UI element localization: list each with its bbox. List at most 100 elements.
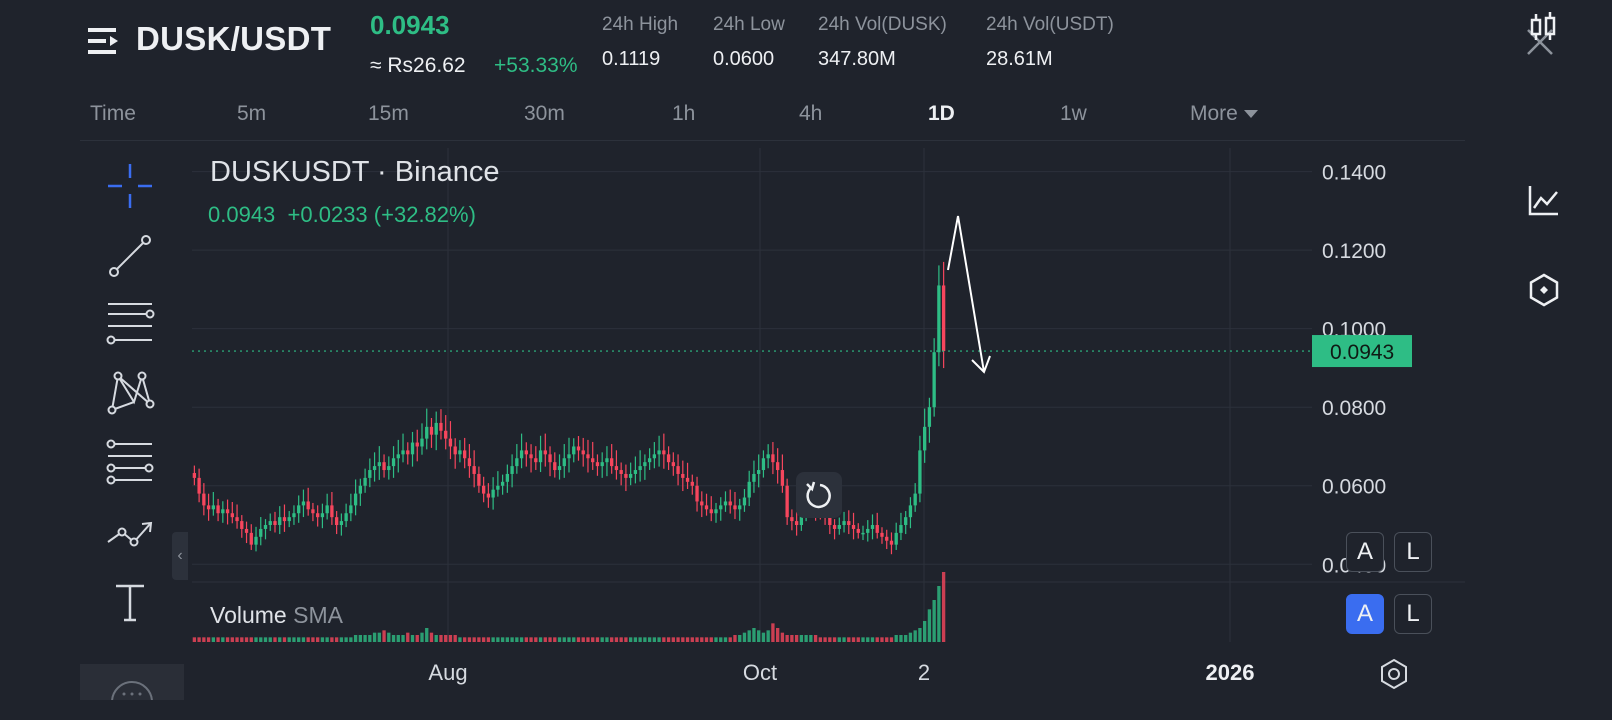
tab-more[interactable]: More (1190, 102, 1258, 126)
candle-body (866, 528, 870, 533)
candle-body (794, 521, 799, 526)
candle-body (491, 489, 495, 498)
parallel-lines-icon[interactable] (104, 298, 156, 350)
volume-bar (382, 630, 386, 642)
stat-label: 24h High (602, 14, 679, 35)
candle-body (325, 505, 329, 514)
volume-bar (567, 637, 571, 642)
volume-bar (557, 637, 562, 642)
candle-body (685, 477, 690, 482)
candle-body (543, 450, 547, 455)
volume-bar (349, 637, 353, 642)
volume-bar (671, 637, 675, 642)
chart-settings-icon[interactable] (1378, 658, 1410, 690)
candle-body (339, 521, 344, 526)
tab-4h[interactable]: 4h (799, 102, 823, 125)
candle-body (591, 458, 595, 463)
candle-body (496, 485, 500, 490)
candle-body (752, 473, 756, 482)
auto-scale-button[interactable]: A (1346, 532, 1384, 572)
volume-bar (847, 637, 851, 642)
crosshair-icon[interactable] (104, 160, 156, 212)
tab-1h[interactable]: 1h (672, 102, 696, 125)
candle-body (363, 477, 367, 486)
volume-bar (292, 637, 296, 642)
text-tool-icon[interactable] (104, 576, 156, 628)
path-arrow-icon[interactable] (104, 506, 156, 558)
volume-bar (534, 637, 538, 642)
volume-bar (524, 637, 528, 642)
hexagon-settings-icon[interactable] (1526, 272, 1562, 308)
volume-bar (695, 637, 699, 642)
tab-time[interactable]: Time (90, 102, 136, 125)
volume-bar (477, 637, 481, 642)
candle-body (377, 462, 381, 467)
stat-value: 0.0600 (713, 48, 775, 70)
volume-bar (771, 623, 775, 642)
candle-body (932, 352, 936, 408)
volume-auto-scale-button[interactable]: A (1346, 594, 1384, 634)
candle-body (771, 454, 775, 463)
candlestick-icon[interactable] (1526, 10, 1562, 46)
volume-bar (240, 637, 244, 642)
volume-bar (353, 635, 358, 642)
tab-1w[interactable]: 1w (1060, 102, 1087, 125)
volume-bar (941, 572, 946, 642)
tab-15m[interactable]: 15m (368, 102, 409, 125)
volume-bars (192, 572, 946, 642)
candle-body (538, 450, 543, 463)
candle-body (192, 473, 197, 478)
candle-body (628, 473, 633, 478)
volume-bar (444, 635, 448, 642)
volume-bar (638, 637, 642, 642)
volume-bar (894, 635, 898, 642)
candle-body (870, 525, 875, 529)
candle-body (681, 473, 685, 478)
candle-body (880, 532, 884, 537)
candle-body (695, 485, 699, 502)
candle-body (316, 513, 320, 518)
candle-body (453, 446, 457, 455)
fiat-price: ≈ Rs26.62 (370, 54, 466, 77)
volume-bar (192, 637, 197, 642)
candle-body (595, 462, 600, 467)
stat-24h-vol-quote: 24h Vol(USDT) 28.61M (986, 14, 1114, 71)
volume-bar (500, 637, 505, 642)
candle-body (572, 446, 576, 455)
price-tick-label: 0.1200 (1322, 240, 1386, 263)
candle-body (647, 458, 652, 463)
volume-bar (591, 637, 595, 642)
pattern-icon[interactable] (104, 366, 156, 418)
volume-bar (548, 637, 552, 642)
volume-bar (334, 637, 339, 642)
log-scale-button[interactable]: L (1394, 532, 1432, 572)
tab-1d[interactable]: 1D (928, 102, 955, 125)
volume-bar (861, 637, 865, 642)
tab-30m[interactable]: 30m (524, 102, 565, 125)
volume-bar (230, 637, 234, 642)
volume-bar (244, 637, 249, 642)
volume-bar (610, 637, 614, 642)
reset-chart-button[interactable] (796, 472, 842, 518)
candle-body (510, 466, 514, 474)
trend-line-icon[interactable] (104, 230, 156, 282)
volume-bar (719, 637, 723, 642)
candle-body (529, 454, 533, 459)
fib-retracement-icon[interactable] (104, 438, 156, 490)
volume-bar (757, 630, 761, 642)
candle-body (747, 481, 751, 498)
pair-title[interactable]: DUSK/USDT (136, 20, 332, 57)
indicator-chart-icon[interactable] (1526, 182, 1562, 218)
time-tick-label: Aug (428, 660, 467, 685)
volume-bar (823, 637, 827, 642)
volume-bar (775, 628, 780, 642)
volume-log-scale-button[interactable]: L (1394, 594, 1432, 634)
candle-body (472, 466, 476, 474)
collapse-toolbar-button[interactable]: ‹ (172, 532, 188, 580)
tab-5m[interactable]: 5m (237, 102, 267, 125)
menu-icon[interactable] (88, 26, 120, 56)
stat-label: 24h Vol(USDT) (986, 14, 1114, 35)
volume-bar (937, 586, 941, 642)
